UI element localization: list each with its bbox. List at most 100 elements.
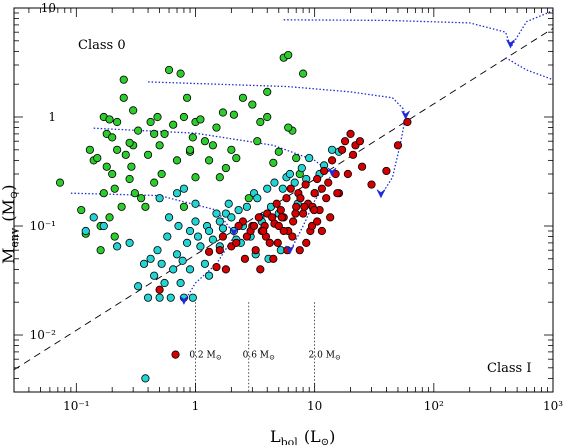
data-point [269,158,278,167]
data-point [249,221,259,231]
data-point [263,184,272,193]
data-point [292,153,301,163]
data-point [146,117,155,127]
data-point [326,213,335,222]
y-axis-unit: (M [0,199,18,222]
data-point [113,117,122,127]
data-point [276,205,285,215]
plot-frame [13,7,554,393]
data-point [169,265,178,274]
data-point [113,242,122,251]
data-point [273,238,282,247]
data-point [274,147,283,156]
data-point [150,178,159,187]
data-point [179,202,189,211]
data-point [215,173,224,182]
data-point [296,194,305,203]
data-point [153,112,162,122]
data-point [277,213,286,222]
data-point [310,205,319,215]
data-point [253,137,262,146]
data-point [254,213,263,222]
data-point [251,246,260,255]
data-point [102,162,111,171]
data-point [292,202,301,211]
data-point [343,169,352,179]
data-point [172,189,182,198]
data-point [265,238,274,247]
y-axis-unit-tail: ) [0,185,18,191]
data-point [155,285,164,294]
data-point [204,271,214,280]
data-point [172,156,182,165]
data-point [191,199,200,208]
data-point [125,138,134,147]
data-point [150,271,159,280]
data-point [313,217,322,226]
data-point [307,221,317,231]
data-point [117,202,126,211]
mass-sun-symbol: ⊙ [335,354,341,362]
data-point [253,194,262,203]
track-arrow [285,245,295,255]
data-point [338,145,347,154]
data-point [340,137,350,146]
data-point [134,282,143,291]
data-point [55,178,65,187]
data-point [224,199,233,208]
track-arrow [229,227,239,237]
data-point [200,259,210,268]
mass-labels: 0.2 M⊙ 0.6 M⊙ 2.0 M⊙ [171,350,341,362]
data-point [244,194,253,203]
data-point [204,156,214,165]
evolution-track [70,192,235,235]
x-axis-label: Lbol (L⊙) [270,427,335,445]
data-point [164,65,174,75]
x-axis-symbol: L [270,427,281,445]
data-point [127,162,136,171]
mass-label: 0.2 M⊙ [189,351,221,362]
data-point [218,108,228,117]
data-point [302,238,311,247]
data-point [278,184,287,193]
data-point [212,209,221,218]
data-point [327,156,337,165]
y-axis-label: Menv (M⊙) [0,185,21,264]
data-point [163,232,172,241]
data-point [182,238,192,247]
data-point [382,166,391,176]
data-point [301,180,310,189]
data-point [160,129,169,138]
data-point [319,166,329,176]
data-point [174,221,183,231]
data-point [297,163,306,173]
data-point [288,232,297,241]
data-point [155,293,164,302]
data-point [263,112,272,122]
data-point [196,115,205,124]
data-point [208,235,217,244]
data-point [333,189,342,198]
y-tick-label: 1 [48,110,56,124]
data-point [164,213,174,222]
data-point [242,232,251,241]
data-point [188,133,197,142]
data-point [393,141,403,150]
data-point [77,205,86,215]
y-tick-label: 10⁻² [30,328,57,342]
data-point [212,123,221,132]
data-point [130,189,139,198]
data-point [295,246,304,255]
data-point [367,180,376,189]
data-point [141,202,150,211]
data-point [313,174,322,184]
data-point [274,221,283,231]
evolution-track [380,116,407,196]
evolution-track [148,81,407,118]
data-point [172,250,182,259]
data-point [143,293,153,302]
data-point [259,226,268,236]
y-axis-sun-symbol: ⊙ [9,191,20,199]
x-tick-label: 1 [192,399,200,413]
data-point [143,150,153,159]
